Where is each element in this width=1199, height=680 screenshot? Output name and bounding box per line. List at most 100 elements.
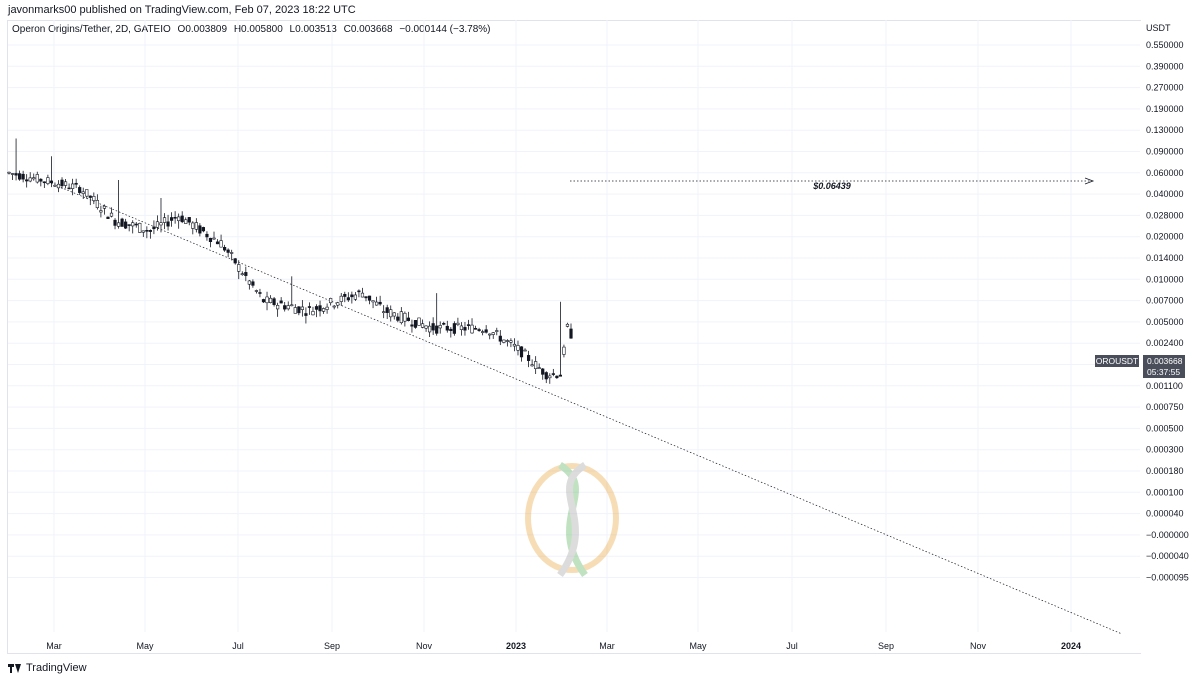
candle-body: [509, 340, 513, 343]
candle-body: [466, 324, 471, 326]
y-tick-label: 0.000100: [1146, 487, 1184, 497]
x-tick-label: 2024: [1061, 641, 1081, 651]
candle-body: [60, 179, 64, 187]
candle-body: [254, 290, 259, 292]
candle-body: [495, 330, 499, 332]
candle-body: [177, 216, 181, 222]
y-tick-label: 0.000750: [1146, 402, 1184, 412]
y-tick-label: 0.002400: [1146, 338, 1184, 348]
candle-body: [512, 343, 517, 347]
candle-body: [565, 323, 570, 327]
candle-body: [215, 241, 220, 245]
candle-body: [35, 174, 39, 183]
candle-body: [477, 329, 481, 331]
candle-body: [191, 222, 195, 229]
x-tick-label: Sep: [324, 641, 340, 651]
target-label: $0.06439: [812, 181, 851, 191]
candle-body: [63, 181, 68, 186]
candle-body: [237, 264, 241, 272]
candle-body: [488, 333, 492, 336]
candle-body: [32, 177, 36, 180]
candle-body: [413, 320, 418, 328]
x-tick-label: Jul: [232, 641, 244, 651]
candle-body: [417, 317, 421, 326]
y-tick-label: 0.090000: [1146, 147, 1184, 157]
candle-body: [445, 325, 449, 331]
y-tick-label: 0.130000: [1146, 125, 1184, 135]
candle-body: [169, 217, 174, 221]
chart-pane[interactable]: [7, 20, 1141, 654]
candle-body: [314, 306, 319, 310]
ohlc-change: −0.000144 (−3.78%): [399, 24, 491, 35]
y-tick-label: 0.000040: [1146, 509, 1184, 519]
candle-body: [378, 301, 382, 305]
price-tag: [1143, 355, 1185, 367]
candle-body: [357, 290, 361, 293]
candle-body: [555, 375, 559, 379]
candle-body: [491, 332, 495, 335]
candle-body: [382, 311, 386, 313]
candle-body: [346, 297, 350, 301]
symbol-title: Operon Origins/Tether, 2D, GATEIO: [12, 24, 171, 35]
candle-body: [304, 313, 308, 316]
candle-body: [435, 325, 439, 334]
candle-body: [438, 325, 442, 329]
candle-body: [473, 328, 478, 330]
candle-body: [230, 252, 234, 254]
candle-body: [396, 316, 400, 321]
ohlc-low: L0.003513: [289, 24, 337, 35]
candle-body: [392, 312, 396, 317]
symbol-tag-label: OROUSDT: [1096, 356, 1139, 366]
candle-body: [459, 325, 464, 330]
countdown-tag: [1143, 367, 1185, 378]
y-tick-label: 0.000300: [1146, 445, 1184, 455]
y-tick-label: 0.020000: [1146, 232, 1184, 242]
candle-body: [360, 292, 365, 298]
candle-body: [148, 230, 152, 232]
candle-body: [18, 173, 22, 180]
candle-body: [293, 307, 297, 314]
candle-body: [367, 295, 372, 301]
candle-body: [53, 185, 57, 187]
candle-body: [10, 173, 15, 175]
candle-body: [233, 258, 237, 264]
candle-body: [127, 224, 131, 226]
candle-body: [470, 324, 474, 334]
candle-body: [300, 306, 304, 310]
candle-body: [49, 180, 54, 184]
tradingview-brand[interactable]: TradingView: [8, 662, 87, 674]
candle-body: [244, 272, 248, 276]
candle-body: [46, 177, 50, 184]
y-tick-label: 0.028000: [1146, 210, 1184, 220]
candle-body: [261, 299, 266, 303]
candle-body: [116, 222, 121, 227]
candle-body: [530, 364, 534, 367]
candle-body: [201, 227, 206, 232]
candle-body: [95, 200, 99, 208]
candle-body: [81, 191, 85, 194]
y-tick-label: 0.190000: [1146, 104, 1184, 114]
candle-body: [99, 210, 103, 213]
y-tick-label: 0.014000: [1146, 253, 1184, 263]
candle-body: [226, 249, 230, 253]
candle-body: [399, 311, 403, 324]
candle-body: [56, 183, 61, 189]
candle-body: [92, 195, 96, 201]
x-tick-label: Jul: [786, 641, 798, 651]
x-tick-label: 2023: [506, 641, 526, 651]
candle-body: [449, 328, 453, 331]
candle-body: [325, 306, 329, 310]
candle-body: [141, 230, 145, 233]
candle-body: [155, 221, 160, 228]
y-tick-label: 0.007000: [1146, 296, 1184, 306]
candle-body: [138, 222, 142, 233]
candle-body: [544, 372, 548, 380]
dna-watermark-icon: [525, 462, 619, 578]
y-tick-label: 0.390000: [1146, 61, 1184, 71]
y-tick-label: −0.000040: [1146, 551, 1189, 561]
countdown-label: 05:37:55: [1147, 367, 1180, 377]
candle-body: [71, 183, 75, 189]
candle-body: [431, 323, 435, 331]
